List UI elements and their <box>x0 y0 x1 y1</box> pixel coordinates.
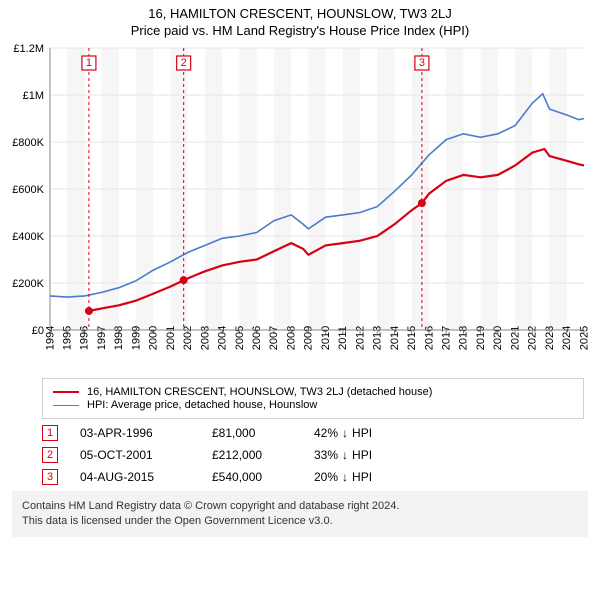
x-tick-label: 2006 <box>251 326 263 350</box>
y-tick-label: £800K <box>12 137 44 149</box>
x-tick-label: 1997 <box>96 326 108 350</box>
chart-area: £0£200K£400K£600K£800K£1M£1.2M1994199519… <box>8 42 592 372</box>
x-tick-label: 2016 <box>423 326 435 350</box>
sale-marker-number: 3 <box>419 57 425 69</box>
x-tick-label: 2023 <box>544 326 556 350</box>
x-tick-label: 2003 <box>199 326 211 350</box>
x-tick-label: 2001 <box>165 326 177 350</box>
sale-event-index-box: 2 <box>42 447 58 463</box>
attribution-box: Contains HM Land Registry data © Crown c… <box>12 491 588 537</box>
sale-point <box>85 307 93 315</box>
arrow-down-icon: ↓ <box>342 426 348 440</box>
x-tick-label: 2010 <box>320 326 332 350</box>
legend-swatch <box>53 405 79 406</box>
x-tick-label: 2009 <box>303 326 315 350</box>
x-tick-label: 2000 <box>148 326 160 350</box>
arrow-down-icon: ↓ <box>342 448 348 462</box>
sale-event-delta-pct: 42% <box>314 426 338 440</box>
sale-event-delta-pct: 20% <box>314 470 338 484</box>
legend-label: 16, HAMILTON CRESCENT, HOUNSLOW, TW3 2LJ… <box>87 386 432 398</box>
sale-event-date: 03-APR-1996 <box>80 426 190 440</box>
legend-swatch <box>53 391 79 393</box>
x-tick-label: 2013 <box>372 326 384 350</box>
x-tick-label: 1995 <box>62 326 74 350</box>
x-tick-label: 2025 <box>578 326 590 350</box>
x-tick-label: 1996 <box>79 326 91 350</box>
x-tick-label: 2005 <box>234 326 246 350</box>
legend-row: 16, HAMILTON CRESCENT, HOUNSLOW, TW3 2LJ… <box>53 386 573 398</box>
sale-marker-number: 1 <box>86 57 92 69</box>
sale-point <box>418 199 426 207</box>
series-property <box>89 149 584 311</box>
sale-event-date: 04-AUG-2015 <box>80 470 190 484</box>
sale-event-price: £81,000 <box>212 426 292 440</box>
legend-label: HPI: Average price, detached house, Houn… <box>87 399 317 411</box>
sale-event-delta-vs: HPI <box>352 426 372 440</box>
sale-event-date: 05-OCT-2001 <box>80 448 190 462</box>
sale-marker-number: 2 <box>181 57 187 69</box>
y-tick-label: £1.2M <box>13 43 44 55</box>
sale-event-row: 2 05-OCT-2001 £212,000 33% ↓ HPI <box>42 447 584 463</box>
x-tick-label: 2017 <box>440 326 452 350</box>
x-tick-label: 2015 <box>406 326 418 350</box>
x-tick-label: 2014 <box>389 326 401 350</box>
y-tick-label: £1M <box>23 90 44 102</box>
sale-events-list: 1 03-APR-1996 £81,000 42% ↓ HPI 2 05-OCT-2001 £2… <box>42 425 584 485</box>
x-tick-label: 2020 <box>492 326 504 350</box>
title-address: 16, HAMILTON CRESCENT, HOUNSLOW, TW3 2LJ <box>8 6 592 21</box>
x-tick-label: 1999 <box>130 326 142 350</box>
sale-event-delta: 20% ↓ HPI <box>314 470 372 484</box>
x-tick-label: 2004 <box>217 326 229 350</box>
legend-row: HPI: Average price, detached house, Houn… <box>53 399 573 411</box>
title-subtitle: Price paid vs. HM Land Registry's House … <box>8 23 592 38</box>
sale-event-row: 3 04-AUG-2015 £540,000 20% ↓ HPI <box>42 469 584 485</box>
sale-event-row: 1 03-APR-1996 £81,000 42% ↓ HPI <box>42 425 584 441</box>
x-tick-label: 2008 <box>285 326 297 350</box>
sale-point <box>180 276 188 284</box>
x-tick-label: 2024 <box>561 326 573 350</box>
x-tick-label: 2007 <box>268 326 280 350</box>
sale-event-index-box: 3 <box>42 469 58 485</box>
y-tick-label: £200K <box>12 278 44 290</box>
x-tick-label: 2018 <box>458 326 470 350</box>
x-tick-label: 1998 <box>113 326 125 350</box>
sale-event-index-box: 1 <box>42 425 58 441</box>
sale-event-delta-pct: 33% <box>314 448 338 462</box>
y-tick-label: £0 <box>32 325 44 337</box>
legend: 16, HAMILTON CRESCENT, HOUNSLOW, TW3 2LJ… <box>42 378 584 419</box>
sale-event-price: £540,000 <box>212 470 292 484</box>
attribution-line2: This data is licensed under the Open Gov… <box>22 514 578 529</box>
y-tick-label: £600K <box>12 184 44 196</box>
sale-event-delta-vs: HPI <box>352 448 372 462</box>
x-tick-label: 2019 <box>475 326 487 350</box>
x-tick-label: 2002 <box>182 326 194 350</box>
chart-svg: £0£200K£400K£600K£800K£1M£1.2M1994199519… <box>8 42 592 372</box>
sale-event-delta: 42% ↓ HPI <box>314 426 372 440</box>
x-tick-label: 2021 <box>509 326 521 350</box>
chart-titles: 16, HAMILTON CRESCENT, HOUNSLOW, TW3 2LJ… <box>0 0 600 42</box>
sale-event-price: £212,000 <box>212 448 292 462</box>
y-tick-label: £400K <box>12 231 44 243</box>
sale-event-delta: 33% ↓ HPI <box>314 448 372 462</box>
attribution-line1: Contains HM Land Registry data © Crown c… <box>22 499 578 514</box>
sale-event-delta-vs: HPI <box>352 470 372 484</box>
arrow-down-icon: ↓ <box>342 470 348 484</box>
x-tick-label: 2012 <box>354 326 366 350</box>
x-tick-label: 2022 <box>527 326 539 350</box>
